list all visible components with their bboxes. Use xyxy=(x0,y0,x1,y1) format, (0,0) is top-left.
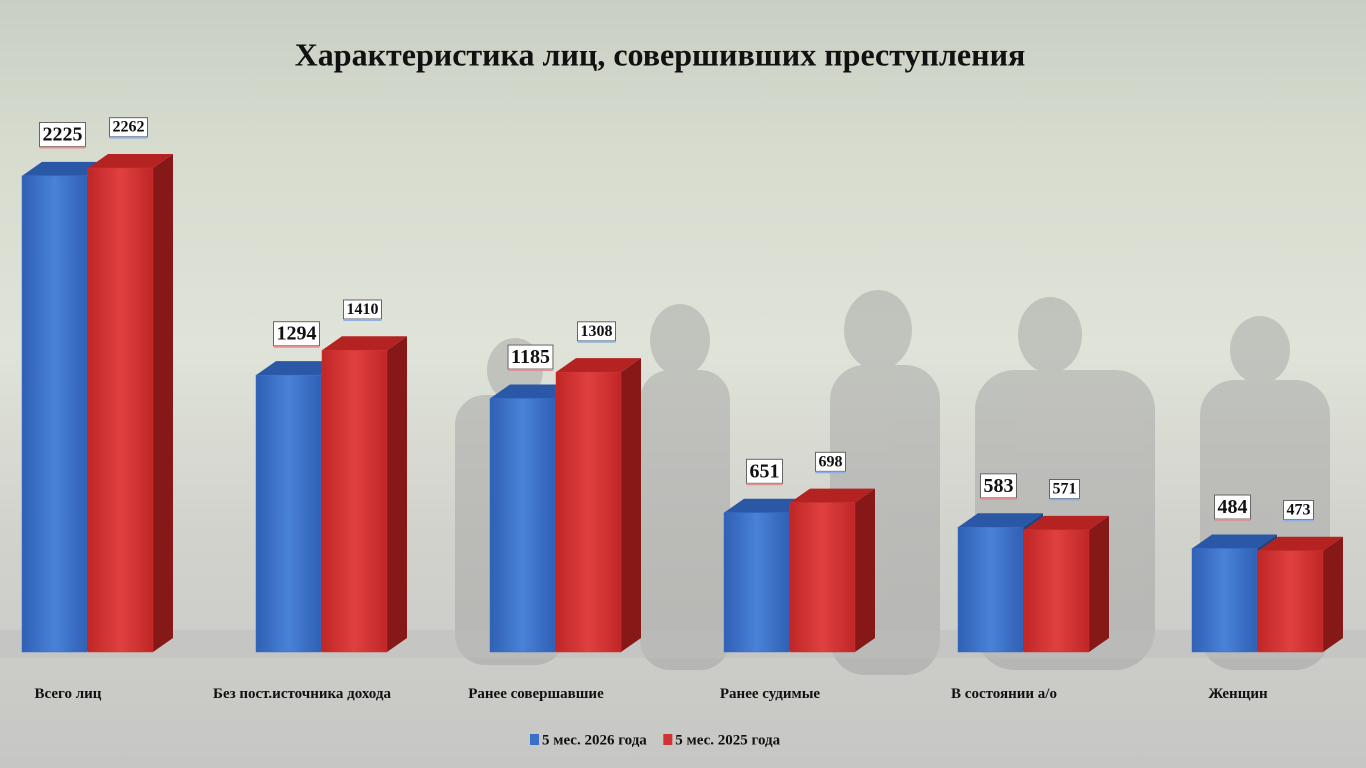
value-label: 1294 xyxy=(277,323,317,345)
value-label-box xyxy=(980,473,1017,499)
bar-top xyxy=(88,154,173,168)
x-tick-label: Всего лиц xyxy=(34,686,102,702)
value-label: 1410 xyxy=(347,301,379,318)
value-label: 1308 xyxy=(581,323,613,340)
value-label: 583 xyxy=(984,475,1014,497)
legend-swatch xyxy=(530,734,539,745)
bar xyxy=(1257,550,1324,653)
value-label-box xyxy=(273,321,320,347)
bar-top xyxy=(958,513,1043,528)
bar xyxy=(1023,529,1090,653)
bar-top xyxy=(322,336,407,351)
legend-label: 5 мес. 2025 года xyxy=(675,732,780,748)
bar-top xyxy=(790,488,875,503)
floor xyxy=(0,630,1366,658)
value-label-box xyxy=(746,458,783,484)
x-tick-label: Ранее совершавшие xyxy=(468,686,604,702)
bar-top xyxy=(724,498,809,513)
bar-side xyxy=(1323,536,1343,652)
bar xyxy=(957,527,1024,653)
bar-side xyxy=(387,336,407,652)
x-tick-label: Ранее судимые xyxy=(719,686,821,702)
bar xyxy=(321,350,388,653)
bar-top xyxy=(490,384,575,399)
bar-side xyxy=(855,488,875,652)
bar-top xyxy=(556,358,641,373)
bar xyxy=(255,374,322,653)
x-tick-label: Женщин xyxy=(1208,686,1268,702)
bar-top xyxy=(22,161,107,176)
x-tick-label: В состоянии а/о xyxy=(951,686,1057,702)
value-label: 484 xyxy=(1218,496,1248,518)
bar xyxy=(21,175,88,653)
value-label: 1185 xyxy=(511,346,550,368)
legend-label: 5 мес. 2026 года xyxy=(542,732,647,748)
x-tick-label: Без пост.источника дохода xyxy=(213,686,391,702)
bar-top xyxy=(1024,515,1109,530)
bar xyxy=(723,512,790,653)
bar xyxy=(489,398,556,653)
bar xyxy=(1191,548,1258,653)
value-label: 651 xyxy=(750,460,780,482)
value-label-box xyxy=(1214,494,1251,520)
value-label: 473 xyxy=(1287,501,1311,518)
legend-swatch xyxy=(663,734,673,745)
value-label-box xyxy=(507,344,554,370)
bar xyxy=(87,167,154,653)
value-label: 698 xyxy=(819,453,843,470)
chart-title: Характеристика лиц, совершивших преступл… xyxy=(295,36,1026,72)
bar xyxy=(789,502,856,653)
bar-side xyxy=(1089,515,1109,652)
value-label: 2225 xyxy=(43,124,83,146)
bar xyxy=(555,371,622,653)
bar-side xyxy=(153,154,173,652)
bar-top xyxy=(1258,536,1343,551)
bar-top xyxy=(256,361,341,376)
value-label: 571 xyxy=(1053,480,1077,497)
value-label: 2262 xyxy=(113,119,145,136)
bar-top xyxy=(1192,534,1277,549)
bar-side xyxy=(621,358,641,652)
